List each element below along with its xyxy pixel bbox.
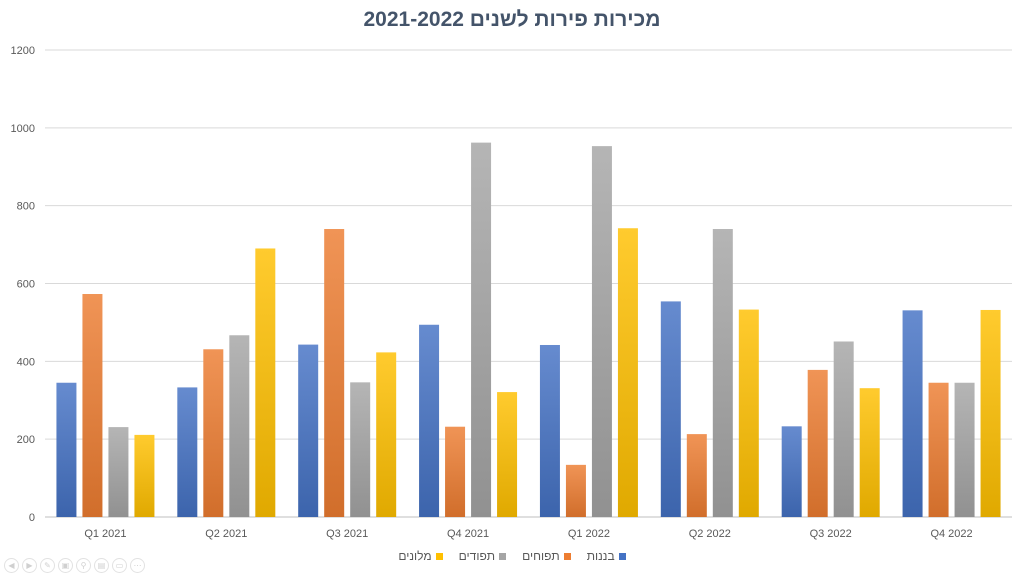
y-tick-label: 800 <box>17 201 35 213</box>
x-category-label: Q3 2021 <box>326 528 368 540</box>
bar <box>686 434 707 517</box>
legend-swatch <box>563 552 571 560</box>
zoom-icon[interactable]: ⚲ <box>76 558 91 573</box>
y-tick-label: 1200 <box>11 45 35 57</box>
x-category-label: Q4 2022 <box>930 528 972 540</box>
bar <box>82 294 103 517</box>
bar <box>177 387 198 517</box>
subtitles-icon[interactable]: ▤ <box>94 558 109 573</box>
bar <box>229 335 250 517</box>
x-category-label: Q2 2022 <box>689 528 731 540</box>
bar <box>781 426 802 517</box>
bar <box>376 352 397 517</box>
bar <box>738 309 759 517</box>
bar <box>928 382 949 517</box>
x-category-label: Q1 2022 <box>568 528 610 540</box>
x-category-label: Q2 2021 <box>205 528 247 540</box>
bar <box>350 382 371 517</box>
bar <box>419 324 440 517</box>
bar <box>298 344 319 517</box>
y-tick-label: 200 <box>17 434 35 446</box>
bar <box>807 369 828 517</box>
legend: בננות תפוחים תפודים מלונים <box>0 549 1024 563</box>
legend-item: תפוחים <box>522 549 571 563</box>
legend-item: תפודים <box>458 549 507 563</box>
bar <box>445 426 466 517</box>
bar <box>56 382 77 517</box>
y-tick-label: 600 <box>17 279 35 291</box>
bar <box>565 464 586 517</box>
bar <box>954 382 975 517</box>
legend-label: בננות <box>586 549 615 563</box>
bar <box>859 388 880 517</box>
bars <box>56 142 1001 518</box>
x-axis-categories: Q1 2021 Q2 2021 Q3 2021 Q4 2021 Q1 2022 Q2 20… <box>84 528 972 540</box>
chart-title: מכירות פירות לשנים 2021-2022 <box>363 8 661 31</box>
screen-icon[interactable]: ▭ <box>112 558 127 573</box>
bar <box>980 309 1001 517</box>
legend-swatch <box>618 552 626 560</box>
pen-icon[interactable]: ✎ <box>40 558 55 573</box>
back-icon[interactable]: ◀ <box>4 558 19 573</box>
legend-item: מלונים <box>398 549 443 563</box>
bar <box>617 228 638 517</box>
bar <box>539 344 560 517</box>
bar <box>108 427 129 517</box>
legend-label: תפודים <box>458 549 496 563</box>
bar <box>134 434 155 517</box>
bar <box>591 146 612 518</box>
y-tick-label: 400 <box>17 356 35 368</box>
legend-label: תפוחים <box>522 549 560 563</box>
legend-label: מלונים <box>398 549 432 563</box>
legend-swatch <box>435 552 443 560</box>
x-category-label: Q1 2021 <box>84 528 126 540</box>
presentation-toolbar: ◀ ▶ ✎ ▣ ⚲ ▤ ▭ ⋯ <box>4 558 145 573</box>
bar <box>255 248 276 517</box>
y-axis-ticks: 0 200 400 600 800 1000 1200 <box>11 45 35 524</box>
bar <box>660 301 681 517</box>
bar <box>324 229 345 517</box>
bar <box>833 341 854 517</box>
bar <box>902 310 923 517</box>
pages-icon[interactable]: ▣ <box>58 558 73 573</box>
legend-swatch <box>499 552 507 560</box>
legend-item: בננות <box>587 549 626 563</box>
bar <box>497 392 518 517</box>
bar <box>471 142 492 517</box>
y-tick-label: 1000 <box>11 123 35 135</box>
bar <box>712 229 733 517</box>
x-category-label: Q4 2021 <box>447 528 489 540</box>
bar <box>203 349 224 517</box>
more-icon[interactable]: ⋯ <box>130 558 145 573</box>
forward-icon[interactable]: ▶ <box>22 558 37 573</box>
x-category-label: Q3 2022 <box>810 528 852 540</box>
y-tick-label: 0 <box>29 512 35 524</box>
